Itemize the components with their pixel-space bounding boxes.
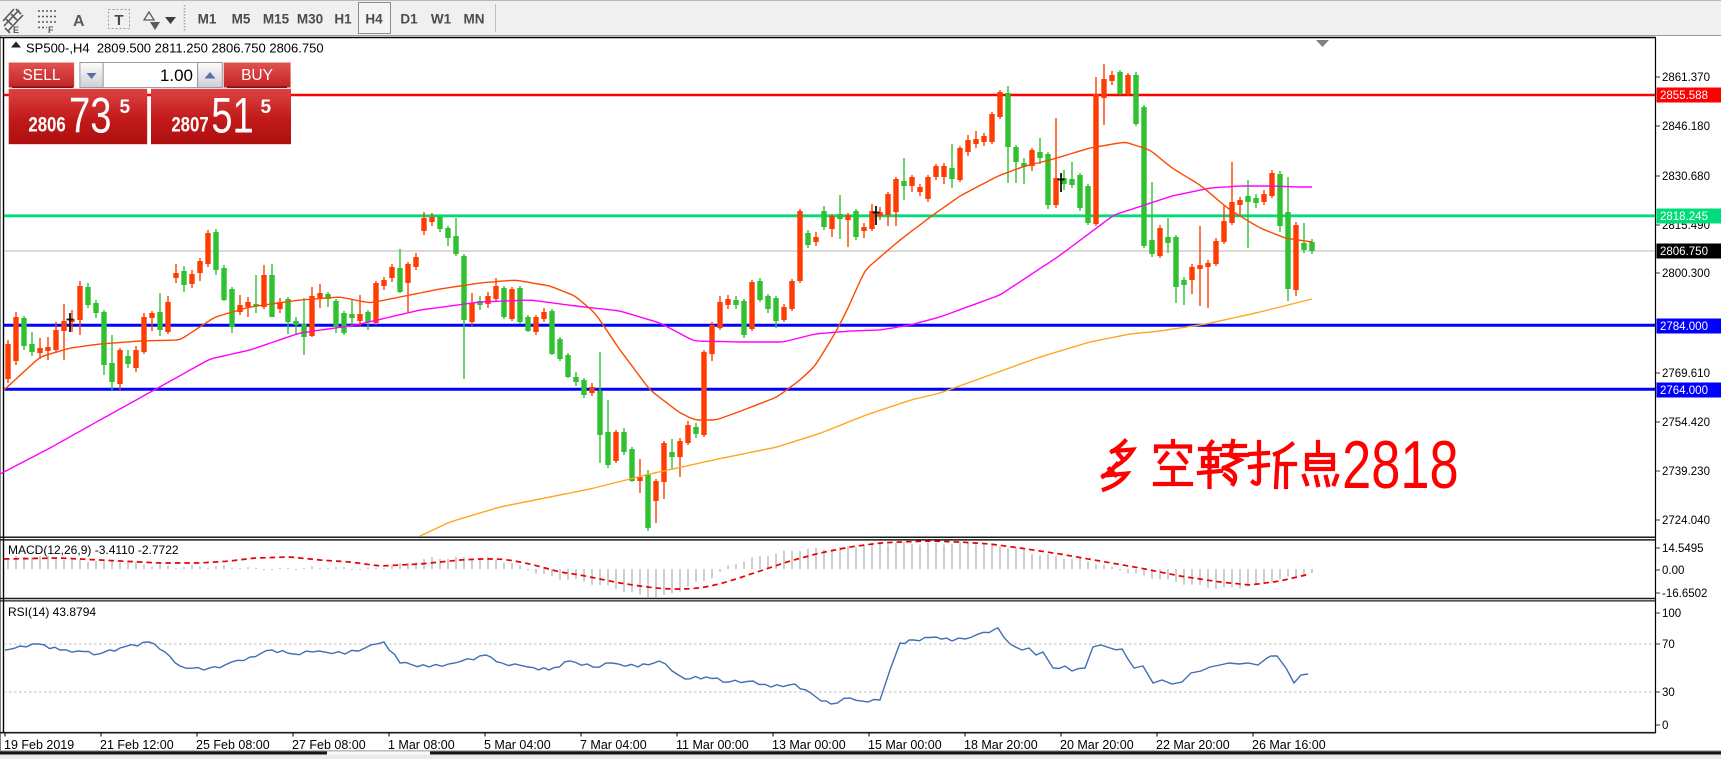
svg-text:-16.6502: -16.6502 [1662,588,1707,600]
svg-text:H4: H4 [365,12,383,27]
svg-text:25 Feb 08:00: 25 Feb 08:00 [196,738,270,752]
svg-text:20 Mar 20:00: 20 Mar 20:00 [1060,738,1134,752]
svg-text:2807: 2807 [171,114,208,137]
svg-text:19 Feb 2019: 19 Feb 2019 [4,738,74,752]
svg-text:SP500-,H4 2809.500 2811.250 2: SP500-,H4 2809.500 2811.250 2806.750 280… [26,41,324,56]
svg-text:27 Feb 08:00: 27 Feb 08:00 [292,738,366,752]
svg-text:30: 30 [1662,687,1675,699]
svg-text:51: 51 [211,89,253,144]
svg-text:2861.370: 2861.370 [1662,72,1710,84]
svg-text:22 Mar 20:00: 22 Mar 20:00 [1156,738,1230,752]
svg-text:M15: M15 [263,12,290,27]
svg-text:73: 73 [69,89,111,144]
svg-text:5 Mar 04:00: 5 Mar 04:00 [484,738,551,752]
svg-text:100: 100 [1662,608,1681,620]
svg-text:2855.588: 2855.588 [1660,90,1708,102]
svg-text:W1: W1 [431,12,452,27]
svg-text:2818.245: 2818.245 [1660,211,1708,223]
svg-text:2830.680: 2830.680 [1662,171,1710,183]
svg-text:70: 70 [1662,639,1675,651]
svg-text:2806: 2806 [28,114,65,137]
svg-text:E: E [13,25,19,35]
svg-text:18 Mar 20:00: 18 Mar 20:00 [964,738,1038,752]
svg-text:M1: M1 [198,12,217,27]
svg-text:0.00: 0.00 [1662,565,1684,577]
svg-text:2846.180: 2846.180 [1662,121,1710,133]
svg-text:1 Mar 08:00: 1 Mar 08:00 [388,738,455,752]
svg-text:21 Feb 12:00: 21 Feb 12:00 [100,738,174,752]
svg-text:BUY: BUY [241,67,273,84]
svg-text:0: 0 [1662,720,1668,732]
svg-text:5: 5 [120,97,131,118]
svg-text:5: 5 [261,97,272,118]
svg-text:T: T [114,12,123,29]
svg-text:M30: M30 [297,12,323,27]
svg-text:D1: D1 [400,12,418,27]
svg-text:7 Mar 04:00: 7 Mar 04:00 [580,738,647,752]
svg-text:13 Mar 00:00: 13 Mar 00:00 [772,738,846,752]
svg-text:2784.000: 2784.000 [1660,321,1708,333]
svg-text:H1: H1 [334,12,352,27]
svg-text:SELL: SELL [23,67,61,84]
svg-text:MN: MN [464,12,485,27]
svg-text:14.5495: 14.5495 [1662,543,1704,555]
svg-text:MACD(12,26,9) -3.4110 -2.7722: MACD(12,26,9) -3.4110 -2.7722 [8,543,179,557]
svg-text:2739.230: 2739.230 [1662,466,1710,478]
svg-text:1.00: 1.00 [160,66,193,85]
svg-text:2769.610: 2769.610 [1662,368,1710,380]
svg-text:15 Mar 00:00: 15 Mar 00:00 [868,738,942,752]
svg-text:2764.000: 2764.000 [1660,385,1708,397]
svg-text:RSI(14) 43.8794: RSI(14) 43.8794 [8,605,96,619]
svg-text:2818: 2818 [1342,426,1458,502]
svg-text:2754.420: 2754.420 [1662,417,1710,429]
svg-text:2806.750: 2806.750 [1660,246,1708,258]
svg-text:M5: M5 [232,12,251,27]
svg-text:11 Mar 00:00: 11 Mar 00:00 [676,738,749,752]
svg-text:2800.300: 2800.300 [1662,268,1710,280]
svg-text:26 Mar 16:00: 26 Mar 16:00 [1252,738,1326,752]
svg-text:2724.040: 2724.040 [1662,515,1710,527]
svg-text:F: F [48,25,54,35]
svg-text:A: A [73,13,85,30]
